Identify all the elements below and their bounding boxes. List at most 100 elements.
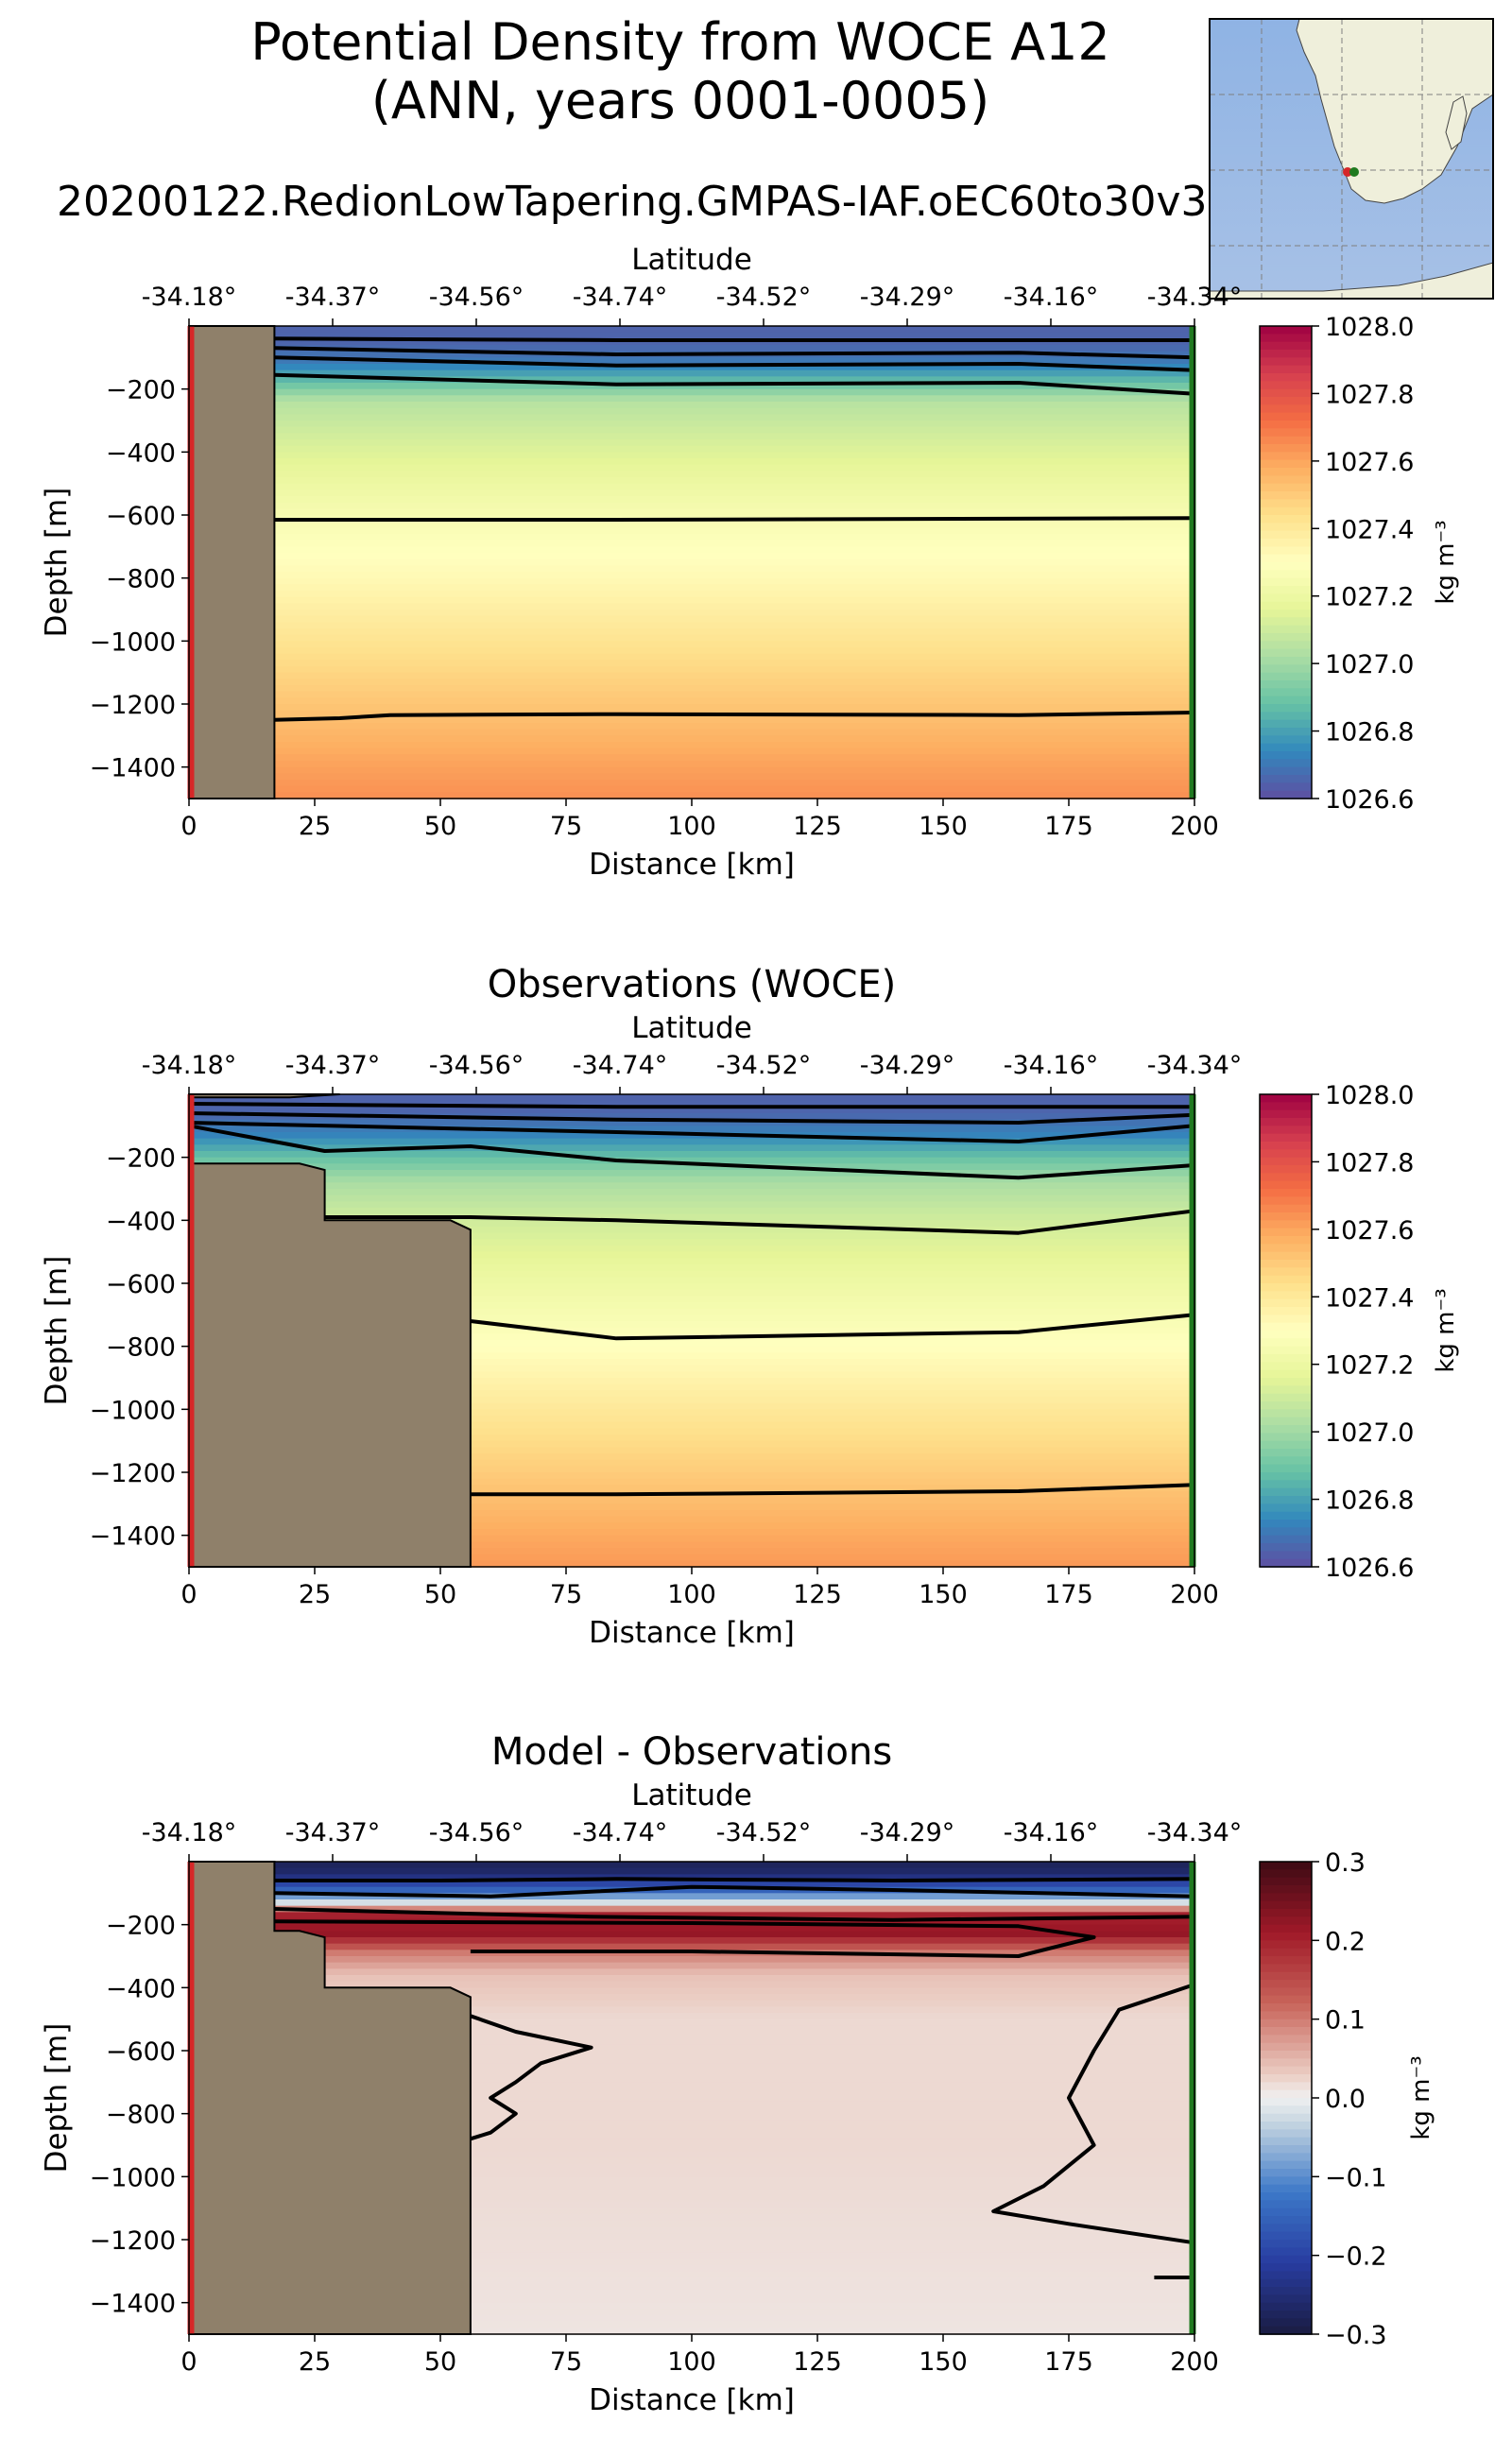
field-band (189, 565, 1194, 573)
colorbar-segment (1260, 1464, 1312, 1473)
field-band (189, 395, 1194, 403)
colorbar-segment (1260, 766, 1312, 776)
lat-tick-label: -34.52° (716, 1051, 812, 1080)
field-band (189, 691, 1194, 699)
colorbar-segment (1260, 617, 1312, 627)
colorbar-segment (1260, 1165, 1312, 1175)
field-band (189, 729, 1194, 737)
field-band (189, 414, 1194, 421)
field-band (189, 376, 1194, 384)
field-band (189, 2252, 1194, 2259)
field-band (189, 766, 1194, 775)
contour-line (274, 336, 1194, 342)
field-band (189, 716, 1194, 724)
lat-tick-label: -34.18° (142, 1818, 237, 1847)
colorbar-segment (1260, 2160, 1312, 2170)
field-band (189, 1994, 1194, 2002)
colorbar-segment (1260, 459, 1312, 469)
contour-line (188, 1121, 1195, 1143)
field-band (189, 622, 1194, 629)
colorbar-segment (1260, 1909, 1312, 1918)
x-axis-label: Distance [km] (589, 1616, 795, 1650)
colorbar-segment (1260, 341, 1312, 351)
field-band (189, 2189, 1194, 2197)
field-band (189, 1227, 1194, 1234)
colorbar-segment (1260, 1916, 1312, 1926)
field-band (189, 1094, 1194, 1102)
colorbar-segment (1260, 2200, 1312, 2209)
colorbar-segment (1260, 1283, 1312, 1293)
colorbar-segment (1260, 688, 1312, 697)
colorbar-segment (1260, 1291, 1312, 1300)
x-tick-label: 125 (793, 1580, 842, 1609)
colorbar-segment (1260, 444, 1312, 454)
colorbar-segment (1260, 1149, 1312, 1159)
field-band (189, 2226, 1194, 2235)
lat-tick-label: -34.56° (429, 283, 524, 312)
panel-observations: Observations (WOCE) 0 25 50 75 100 125 150 175 20… (40, 963, 1460, 1650)
field-band (189, 1428, 1194, 1435)
colorbar-segment (1260, 1971, 1312, 1981)
field-band (189, 433, 1194, 440)
field-band (189, 458, 1194, 466)
colorbar-segment (1260, 2278, 1312, 2288)
field-band (189, 1251, 1194, 1260)
colorbar-segment (1260, 1417, 1312, 1426)
field-band (189, 496, 1194, 504)
colorbar-tick-label: 1027.4 (1325, 515, 1414, 544)
colorbar-segment (1260, 1520, 1312, 1529)
colorbar-segment (1260, 365, 1312, 374)
field-band (189, 2070, 1194, 2077)
field-band (189, 558, 1194, 567)
contour-line (274, 355, 1195, 372)
colorbar-segment (1260, 2019, 1312, 2028)
field-band (189, 2120, 1194, 2127)
field-band (189, 402, 1194, 409)
colorbar-segment (1260, 428, 1312, 438)
field-band (189, 780, 1194, 787)
field-band (189, 1138, 1194, 1146)
colorbar-tick-label: 1028.0 (1325, 1081, 1414, 1110)
field-band (189, 1522, 1194, 1530)
lat-tick-label: -34.52° (716, 1818, 812, 1847)
field-band (189, 735, 1194, 743)
y-tick-label: −1000 (90, 1396, 176, 1425)
top-axis-label: Latitude (631, 1778, 752, 1813)
colorbar-segment (1260, 2169, 1312, 2178)
contour-line (274, 346, 1195, 360)
colorbar-segment (1260, 2153, 1312, 2162)
colorbar-segment (1260, 523, 1312, 532)
colorbar-segment (1260, 468, 1312, 477)
colorbar-segment (1260, 2011, 1312, 2020)
colorbar-segment (1260, 554, 1312, 563)
y-tick-label: −800 (106, 2101, 176, 2130)
colorbar-tick-label: 1027.2 (1325, 583, 1414, 612)
colorbar-segment (1260, 1204, 1312, 1213)
colorbar-segment (1260, 2035, 1312, 2044)
field-band (189, 1283, 1194, 1291)
colorbar-segment (1260, 2176, 1312, 2186)
contour-line (188, 1124, 1195, 1180)
colorbar-segment (1260, 2003, 1312, 2013)
field-band (189, 1560, 1194, 1568)
field-band (189, 1182, 1194, 1190)
colorbar-segment (1260, 1440, 1312, 1450)
colorbar-segment (1260, 1503, 1312, 1513)
field-band (189, 483, 1194, 491)
colorbar-segment (1260, 1449, 1312, 1458)
field-band (189, 1862, 1194, 1869)
field-band (189, 490, 1194, 497)
contour-line (470, 1313, 1195, 1341)
colorbar-segment (1260, 388, 1312, 398)
field-band (189, 697, 1194, 705)
colorbar-segment (1260, 357, 1312, 367)
field-band (189, 338, 1194, 346)
contour-line (470, 2014, 593, 2141)
field-band (189, 2056, 1194, 2065)
field-band (189, 1208, 1194, 1215)
field-band (189, 1485, 1194, 1492)
colorbar-segment (1260, 1480, 1312, 1489)
colorbar-segment (1260, 1456, 1312, 1466)
colorbar-segment (1260, 1369, 1312, 1379)
